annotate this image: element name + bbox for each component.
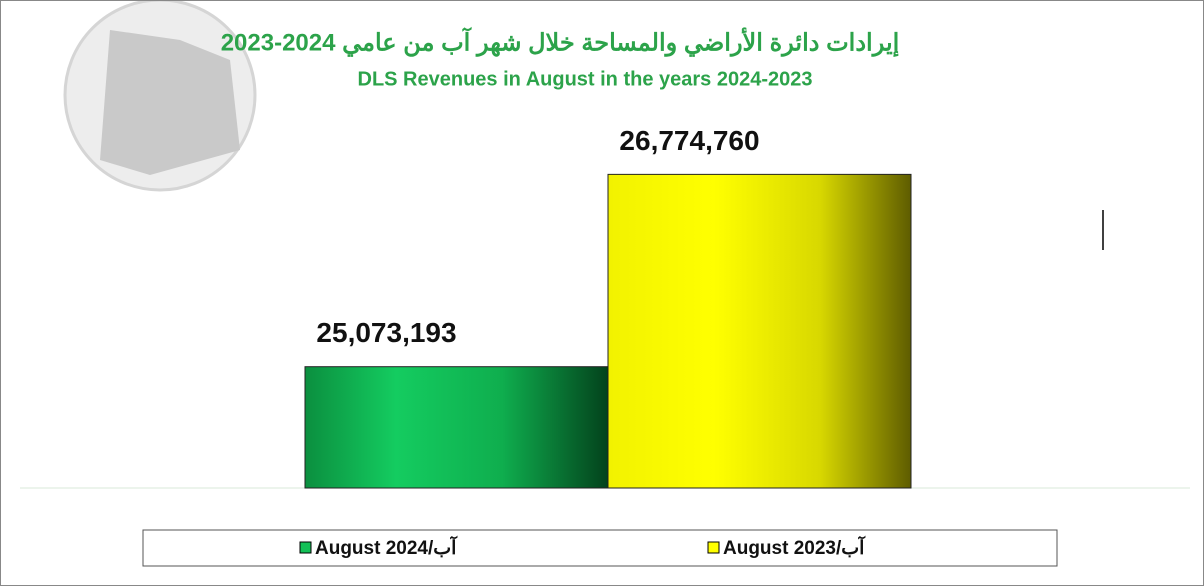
value-label: 25,073,193 <box>316 317 456 348</box>
watermark-logo <box>63 0 257 192</box>
legend-swatch <box>707 541 720 554</box>
bar <box>607 173 912 489</box>
legend-swatch <box>299 541 312 554</box>
chart-subtitle: DLS Revenues in August in the years 2024… <box>358 68 813 90</box>
legend <box>142 529 1058 567</box>
chart-title: إيرادات دائرة الأراضي والمساحة خلال شهر … <box>221 25 900 57</box>
bar <box>304 366 609 489</box>
legend-label: August 2023/آب <box>723 535 866 559</box>
value-label: 26,774,760 <box>619 125 759 156</box>
legend-label: August 2024/آب <box>315 535 458 559</box>
